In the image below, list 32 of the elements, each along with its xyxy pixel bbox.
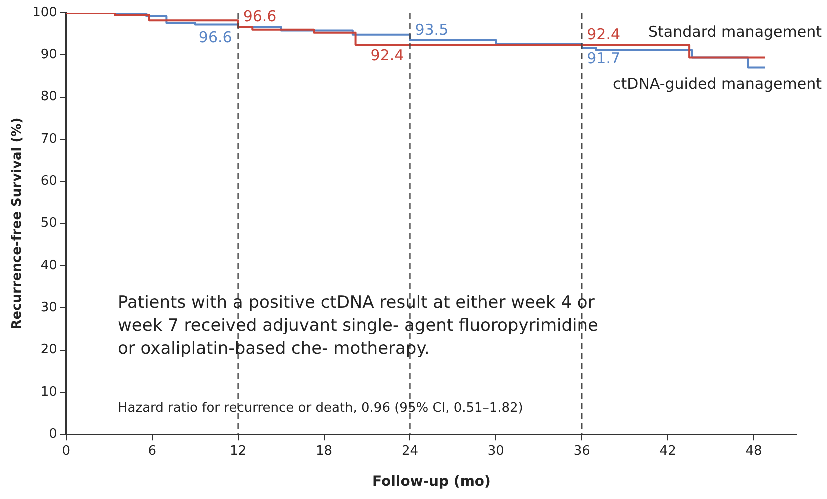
- y-tick-label: 90: [40, 48, 58, 63]
- y-tick-label: 10: [40, 384, 58, 400]
- annotation: Patients with a positive ctDNA result at either week 4 or week 7 received adjuvant single- agent fluoropyrimidine or oxaliplatin-based che- motherapy.: [118, 292, 600, 361]
- annotation: Hazard ratio for recurrence or death, 0.96 (95% CI, 0.51–1.82): [118, 400, 524, 418]
- x-tick-label: 36: [574, 444, 590, 459]
- y-tick-label: 20: [40, 342, 58, 358]
- annotation: 92.4: [587, 25, 621, 44]
- y-tick-label: 40: [40, 258, 58, 274]
- annotation: 92.4: [370, 46, 404, 64]
- x-tick-label: 48: [746, 444, 762, 459]
- annotation: 91.7: [587, 49, 621, 68]
- x-tick-label: 6: [148, 444, 157, 459]
- series-label: ctDNA-guided management: [613, 75, 822, 94]
- x-axis-title: Follow-up (mo): [372, 474, 491, 490]
- x-tick-label: 24: [402, 444, 418, 459]
- x-tick-label: 30: [488, 444, 504, 459]
- annotation: 96.6: [198, 28, 232, 47]
- x-tick-label: 0: [62, 444, 71, 459]
- x-tick-label: 42: [660, 444, 676, 459]
- y-tick-label: 70: [40, 132, 58, 147]
- series-label: Standard management: [648, 23, 822, 42]
- x-tick-label: 18: [316, 444, 333, 459]
- y-tick-label: 50: [40, 216, 58, 232]
- y-tick-label: 80: [40, 90, 58, 105]
- y-tick-label: 60: [40, 174, 58, 190]
- annotation: 93.5: [415, 20, 449, 39]
- y-axis-title: Recurrence-free Survival (%): [10, 118, 26, 330]
- y-tick-label: 30: [40, 300, 58, 316]
- annotation: 96.6: [243, 8, 277, 26]
- y-tick-label: 100: [32, 5, 58, 20]
- x-tick-label: 12: [230, 444, 247, 459]
- y-tick-label: 0: [49, 426, 58, 442]
